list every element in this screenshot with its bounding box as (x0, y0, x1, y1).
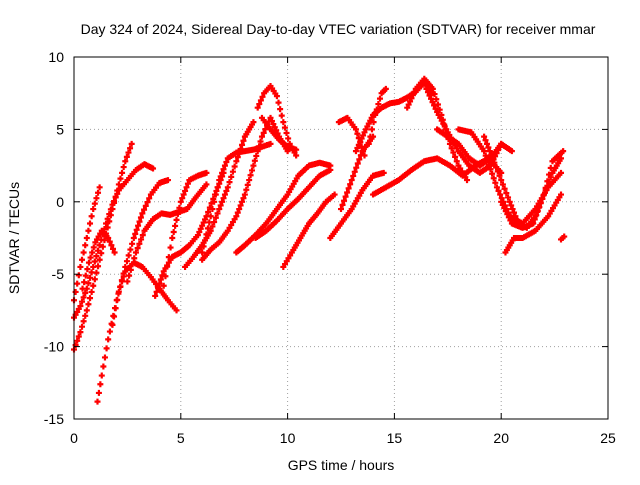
data-series (124, 181, 210, 285)
data-point-markers (498, 148, 567, 231)
y-tick-label: 0 (56, 194, 64, 210)
data-point-markers (199, 140, 274, 256)
data-point-markers (327, 169, 387, 241)
data-series (327, 169, 387, 241)
data-point-markers (124, 181, 210, 285)
x-tick-label: 5 (177, 430, 185, 446)
data-series (199, 140, 274, 256)
data-point-markers (252, 166, 334, 241)
x-axis-label: GPS time / hours (288, 457, 395, 473)
data-point-markers (258, 114, 300, 153)
data-point-markers (365, 85, 389, 147)
tick-marks (73, 56, 609, 420)
data-series (455, 126, 565, 227)
data-point-markers (455, 126, 565, 227)
chart-title: Day 324 of 2024, Sidereal Day-to-day VTE… (81, 21, 596, 37)
data-series (71, 161, 157, 321)
data-point-markers (280, 191, 338, 270)
data-point-markers (71, 140, 135, 353)
data-point-markers (79, 227, 118, 292)
data-series (498, 148, 567, 231)
data-series (365, 85, 389, 147)
data-series (258, 114, 300, 153)
plot-frame (73, 56, 609, 420)
data-point-markers (109, 259, 180, 328)
data-series (79, 227, 118, 292)
data-point-markers (152, 169, 227, 299)
grid-lines (74, 57, 608, 419)
data-point-markers (71, 161, 157, 321)
data-point-markers (558, 233, 568, 243)
x-tick-label: 20 (493, 430, 509, 446)
x-tick-label: 0 (70, 430, 78, 446)
data-series (71, 140, 135, 353)
data-series (502, 191, 565, 256)
data-series (233, 159, 334, 256)
data-point-markers (160, 169, 210, 289)
data-point-markers (502, 191, 565, 256)
y-tick-label: -10 (44, 339, 64, 355)
data-series (152, 169, 227, 299)
y-tick-label: 5 (56, 121, 64, 137)
x-tick-label: 10 (280, 430, 296, 446)
data-series (558, 233, 568, 243)
y-axis-label: SDTVAR / TECUs (6, 182, 22, 294)
data-series (160, 169, 210, 289)
tick-labels: 0 5 10 15 20 25 -15 -10 -5 0 5 10 (44, 49, 616, 446)
data-point-markers (233, 159, 334, 256)
data-series (252, 166, 334, 241)
data-points (71, 75, 568, 405)
x-tick-label: 25 (600, 430, 616, 446)
data-series (280, 191, 338, 270)
y-tick-label: -5 (52, 266, 65, 282)
y-tick-label: 10 (48, 49, 64, 65)
x-tick-label: 15 (387, 430, 403, 446)
data-series (109, 259, 180, 328)
y-tick-label: -15 (44, 411, 64, 427)
